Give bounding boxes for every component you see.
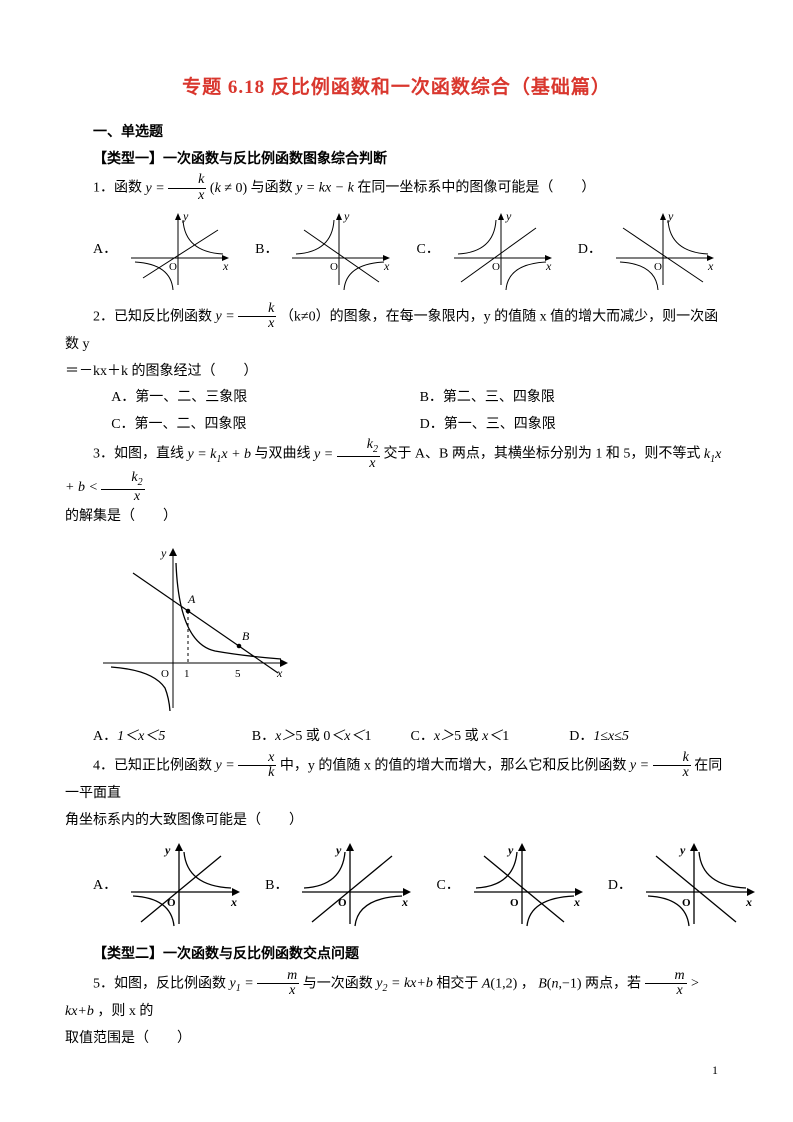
q1-formula-1: y = kx (k ≠ 0) <box>146 181 248 196</box>
q2-opt-d: D．第一、三、四象限 <box>420 412 728 439</box>
q4-graph-a: xyO <box>123 840 243 932</box>
q5-d: ， <box>521 976 535 991</box>
svg-text:1: 1 <box>184 668 190 680</box>
svg-text:y: y <box>163 843 171 857</box>
svg-text:x: x <box>573 895 580 909</box>
page-title: 专题 6.18 反比例函数和一次函数综合（基础篇） <box>65 70 728 106</box>
q2-text-1a: 2．已知反比例函数 <box>93 309 216 324</box>
svg-text:y: y <box>506 843 514 857</box>
q3-options: A．1＜x＜5 B．x＞5 或 0＜x＜1 C．x＞5 或 x＜1 D．1≤x≤… <box>65 724 728 751</box>
q1-graph-c: x y O <box>446 210 556 292</box>
svg-text:y: y <box>678 843 686 857</box>
q4-a: 4．已知正比例函数 <box>93 758 216 773</box>
q5-a: 5．如图，反比例函数 <box>93 976 230 991</box>
q3-formula-2: y = k2x <box>314 447 380 462</box>
q2-opt-c: C．第一、二、四象限 <box>111 412 419 439</box>
q1-text-post: 在同一坐标系中的图像可能是（ ） <box>357 181 595 196</box>
q3-diagram: xyO A B 15 <box>93 543 728 718</box>
question-5: 5．如图，反比例函数 y1 = mx 与一次函数 y2 = kx+b 相交于 A… <box>65 969 728 1026</box>
q2-opt-a: A．第一、二、三象限 <box>111 385 419 412</box>
q1-opt-d-label: D． <box>578 237 602 264</box>
q5-f: ，则 x 的 <box>97 1004 153 1019</box>
q1-text-pre: 1．函数 <box>93 181 146 196</box>
svg-text:O: O <box>330 261 338 273</box>
svg-text:5: 5 <box>235 668 241 680</box>
q1-opt-c-label: C． <box>416 237 439 264</box>
q4-options: A． x y O B． x y O C． x y O D． <box>65 840 728 932</box>
q3-opt-d: D．1≤x≤5 <box>569 724 728 751</box>
svg-text:O: O <box>654 261 662 273</box>
q4-graph-b: xyO <box>294 840 414 932</box>
q1-graph-a: xyO <box>123 210 233 292</box>
q3-opt-c: C．x＞5 或 x＜1 <box>411 724 570 751</box>
q1-opt-a-label: A． <box>93 237 117 264</box>
svg-text:O: O <box>682 897 691 909</box>
svg-text:y: y <box>160 546 167 560</box>
q5-point-a: A(1,2) <box>482 976 517 991</box>
q4-graph-d: x y O <box>638 840 758 932</box>
page-number: 1 <box>712 1059 718 1082</box>
q5-formula-1: y1 = mx <box>230 976 300 991</box>
svg-text:x: x <box>545 259 552 273</box>
q3-opt-b: B．x＞5 或 0＜x＜1 <box>252 724 411 751</box>
q5-point-b: B(n,−1) <box>538 976 581 991</box>
q2-opt-b: B．第二、三、四象限 <box>420 385 728 412</box>
q2-formula: y = kx <box>216 309 277 324</box>
svg-text:x: x <box>222 259 229 273</box>
svg-text:x: x <box>401 895 408 909</box>
q4-opt-a-label: A． <box>93 873 117 900</box>
type-header-2: 【类型二】一次函数与反比例函数交点问题 <box>65 942 728 969</box>
q4-opt-d-label: D． <box>608 873 632 900</box>
svg-text:y: y <box>505 210 512 223</box>
svg-text:O: O <box>169 261 177 273</box>
question-1: 1．函数 y = kx (k ≠ 0) 与函数 y = kx − k 在同一坐标… <box>65 173 728 203</box>
q3-a: 3．如图，直线 <box>93 447 188 462</box>
svg-text:A: A <box>187 592 196 606</box>
q5-line2: 取值范围是（ ） <box>65 1026 728 1053</box>
q3-b: 与双曲线 <box>255 447 315 462</box>
q1-formula-2: y = kx − k <box>296 181 354 196</box>
q4-b: 中，y 的值随 x 的值的增大而增大，那么它和反比例函数 <box>280 758 630 773</box>
question-3: 3．如图，直线 y = k1x + b 与双曲线 y = k2x 交于 A、B … <box>65 438 728 504</box>
q2-options-row2: C．第一、二、四象限 D．第一、三、四象限 <box>65 412 728 439</box>
q5-c: 相交于 <box>436 976 482 991</box>
q1-opt-b-label: B． <box>255 237 278 264</box>
q4-opt-b-label: B． <box>265 873 288 900</box>
svg-text:x: x <box>230 895 237 909</box>
question-4: 4．已知正比例函数 y = xk 中，y 的值随 x 的值的增大而增大，那么它和… <box>65 751 728 808</box>
q4-graph-c: x y O <box>466 840 586 932</box>
question-2: 2．已知反比例函数 y = kx （k≠0）的图象，在每一象限内，y 的值随 x… <box>65 302 728 359</box>
svg-text:B: B <box>242 629 250 643</box>
q1-text-mid: 与函数 <box>251 181 297 196</box>
q4-opt-c-label: C． <box>436 873 459 900</box>
q5-b: 与一次函数 <box>303 976 377 991</box>
q3-opt-a: A．1＜x＜5 <box>93 724 252 751</box>
q3-formula-1: y = k1x + b <box>188 447 252 462</box>
q4-line2: 角坐标系内的大致图像可能是（ ） <box>65 808 728 835</box>
svg-text:O: O <box>161 668 169 680</box>
section-header: 一、单选题 <box>65 120 728 147</box>
svg-text:x: x <box>383 259 390 273</box>
q4-formula-1: y = xk <box>216 758 277 773</box>
q1-graph-b: x y O <box>284 210 394 292</box>
svg-text:O: O <box>492 261 500 273</box>
svg-text:x: x <box>745 895 752 909</box>
q1-graph-d: xyO <box>608 210 718 292</box>
type-header-1: 【类型一】一次函数与反比例函数图象综合判断 <box>65 147 728 174</box>
q4-formula-2: y = kx <box>630 758 691 773</box>
svg-text:O: O <box>510 897 519 909</box>
svg-text:y: y <box>334 843 342 857</box>
q1-options: A． xyO B． xyO C． xyO D． <box>65 210 728 292</box>
svg-text:x: x <box>707 259 714 273</box>
q3-c: 交于 A、B 两点，其横坐标分别为 1 和 5，则不等式 <box>383 447 703 462</box>
q2-line2: ＝－kx＋k 的图象经过（ ） <box>65 359 728 386</box>
q3-tail: 的解集是（ ） <box>65 504 728 531</box>
svg-text:y: y <box>343 210 350 223</box>
q2-options-row1: A．第一、二、三象限 B．第二、三、四象限 <box>65 385 728 412</box>
q5-e: 两点，若 <box>585 976 645 991</box>
q5-formula-2: y2 = kx+b <box>376 976 433 991</box>
